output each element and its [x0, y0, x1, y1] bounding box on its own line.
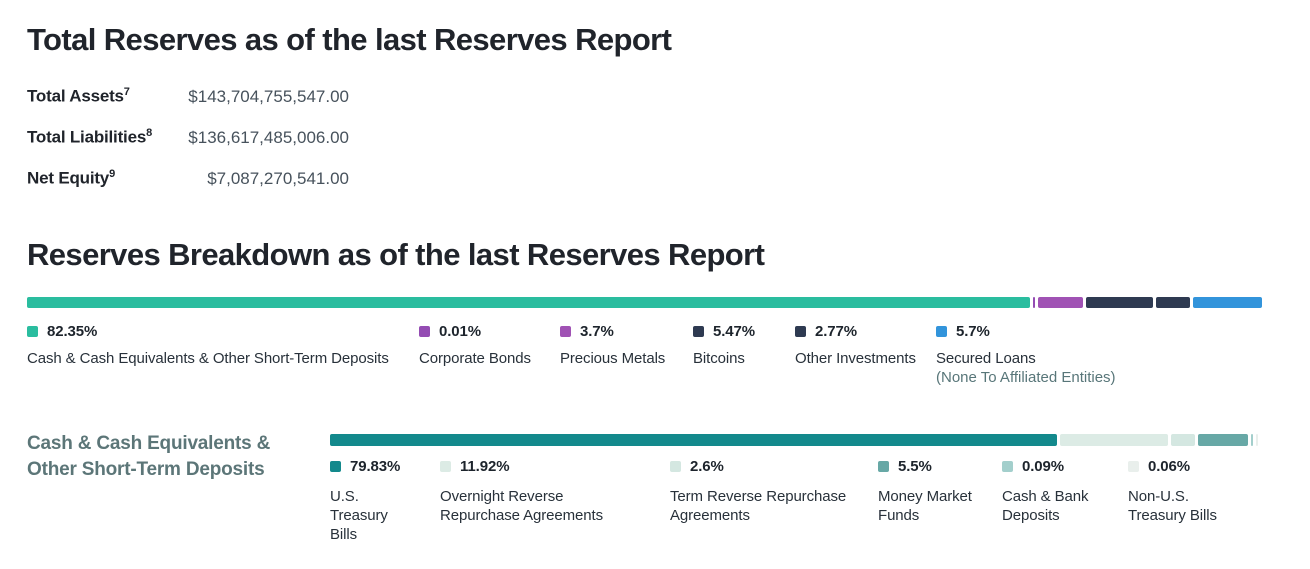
- legend-percent: 0.01%: [439, 323, 482, 340]
- legend-percent: 0.09%: [1022, 458, 1065, 475]
- table-row: Total Liabilities8 $136,617,485,006.00: [27, 127, 1310, 147]
- footnote-sup: 7: [123, 86, 130, 98]
- legend-swatch-icon: [330, 461, 341, 472]
- total-reserves-title: Total Reserves as of the last Reserves R…: [27, 22, 672, 57]
- legend-label: Bitcoins: [693, 350, 745, 367]
- legend-percent: 5.7%: [956, 323, 990, 340]
- footnote-sup: 9: [109, 168, 115, 180]
- legend-percent: 11.92%: [460, 458, 510, 475]
- total-assets-value: $143,704,755,547.00: [188, 86, 349, 106]
- reserves-breakdown-title: Reserves Breakdown as of the last Reserv…: [27, 237, 765, 272]
- legend-head: 5.5%: [878, 458, 972, 475]
- label-text: Net Equity: [27, 168, 110, 188]
- total-liabilities-label: Total Liabilities8: [27, 127, 185, 148]
- cash-equivalents-legend: 79.83% U.S. Treasury Bills 11.92% Overni…: [27, 434, 1310, 549]
- reserves-breakdown-legend: 82.35% Cash & Cash Equivalents & Other S…: [27, 323, 1310, 414]
- table-row: Net Equity9 $7,087,270,541.00: [27, 168, 1310, 188]
- footnote-sup: 8: [146, 127, 152, 139]
- legend-percent: 2.77%: [815, 323, 858, 340]
- legend-label: Corporate Bonds: [419, 350, 531, 367]
- legend-label: Term Reverse Repurchase Agreements: [670, 488, 847, 524]
- legend-label: U.S. Treasury Bills: [330, 488, 388, 543]
- legend-head: 5.7%: [936, 323, 1116, 340]
- bar-segment-other-investments: [1155, 297, 1190, 308]
- legend-item-bitcoins: 5.47% Bitcoins: [693, 323, 756, 369]
- legend-head: 2.6%: [670, 458, 846, 475]
- bar-segment-overnight-reverse-repo: [1059, 434, 1169, 446]
- legend-swatch-icon: [27, 326, 38, 337]
- legend-swatch-icon: [936, 326, 947, 337]
- legend-label: Overnight Reverse Repurchase Agreements: [440, 488, 603, 524]
- legend-swatch-icon: [1128, 461, 1139, 472]
- legend-item-corporate-bonds: 0.01% Corporate Bonds: [419, 323, 531, 369]
- cash-equivalents-bar: [330, 434, 1259, 446]
- legend-percent: 79.83%: [350, 458, 401, 475]
- bar-segment-cash-bank-deposits: [1251, 434, 1254, 446]
- legend-swatch-icon: [878, 461, 889, 472]
- legend-swatch-icon: [560, 326, 571, 337]
- legend-item-overnight-reverse-repo: 11.92% Overnight Reverse Repurchase Agre…: [440, 458, 603, 525]
- legend-head: 11.92%: [440, 458, 603, 475]
- legend-label: Money Market Funds: [878, 488, 972, 524]
- total-liabilities-value: $136,617,485,006.00: [188, 127, 349, 147]
- legend-head: 5.47%: [693, 323, 756, 340]
- legend-head: 0.06%: [1128, 458, 1217, 475]
- legend-swatch-icon: [440, 461, 451, 472]
- legend-label: Other Investments: [795, 350, 916, 367]
- legend-head: 0.09%: [1002, 458, 1088, 475]
- bar-segment-precious-metals: [1038, 297, 1084, 308]
- bar-segment-non-us-treasury-bills: [1256, 434, 1259, 446]
- legend-label: Non-U.S. Treasury Bills: [1128, 488, 1217, 524]
- legend-swatch-icon: [795, 326, 806, 337]
- bar-segment-money-market-funds: [1197, 434, 1249, 446]
- legend-item-money-market-funds: 5.5% Money Market Funds: [878, 458, 972, 525]
- legend-item-precious-metals: 3.7% Precious Metals: [560, 323, 666, 369]
- legend-label: Cash & Cash Equivalents & Other Short-Te…: [27, 350, 389, 367]
- legend-item-other-investments: 2.77% Other Investments: [795, 323, 916, 369]
- legend-percent: 82.35%: [47, 323, 98, 340]
- legend-head: 3.7%: [560, 323, 665, 340]
- cash-equivalents-row-label: Cash & Cash Equivalents & Other Short-Te…: [27, 433, 271, 480]
- legend-item-cash-bank-deposits: 0.09% Cash & Bank Deposits: [1002, 458, 1089, 525]
- legend-head: 79.83%: [330, 458, 401, 475]
- legend-percent: 5.5%: [898, 458, 932, 475]
- bar-segment-bitcoins: [1086, 297, 1153, 308]
- bar-segment-corporate-bonds: [1033, 297, 1036, 308]
- legend-swatch-icon: [1002, 461, 1013, 472]
- legend-item-non-us-treasury-bills: 0.06% Non-U.S. Treasury Bills: [1128, 458, 1217, 525]
- legend-label: Secured Loans: [936, 350, 1036, 367]
- bar-segment-secured-loans: [1192, 297, 1262, 308]
- legend-swatch-icon: [419, 326, 430, 337]
- legend-percent: 0.06%: [1148, 458, 1191, 475]
- legend-item-us-treasury-bills: 79.83% U.S. Treasury Bills: [330, 458, 401, 544]
- legend-percent: 3.7%: [580, 323, 614, 340]
- legend-swatch-icon: [693, 326, 704, 337]
- label-text: Total Liabilities: [27, 127, 147, 147]
- bar-segment-us-treasury-bills: [330, 434, 1057, 446]
- legend-sublabel: (None To Affiliated Entities): [936, 369, 1116, 386]
- legend-swatch-icon: [670, 461, 681, 472]
- legend-head: 2.77%: [795, 323, 916, 340]
- legend-item-cash-equivalents: 82.35% Cash & Cash Equivalents & Other S…: [27, 323, 389, 369]
- legend-item-secured-loans: 5.7% Secured Loans (None To Affiliated E…: [936, 323, 1116, 387]
- bar-segment-cash-equivalents: [27, 297, 1031, 308]
- totals-table: Total Assets7 $143,704,755,547.00 Total …: [27, 86, 1310, 188]
- legend-item-term-reverse-repo: 2.6% Term Reverse Repurchase Agreements: [670, 458, 847, 525]
- cash-equivalents-section: Cash & Cash Equivalents & Other Short-Te…: [27, 433, 1310, 549]
- total-assets-label: Total Assets7: [27, 86, 185, 107]
- net-equity-value: $7,087,270,541.00: [207, 168, 349, 188]
- legend-label: Cash & Bank Deposits: [1002, 488, 1089, 524]
- legend-label: Precious Metals: [560, 350, 666, 367]
- table-row: Total Assets7 $143,704,755,547.00: [27, 86, 1310, 106]
- reserves-breakdown-bar: [27, 297, 1262, 308]
- legend-percent: 2.6%: [690, 458, 724, 475]
- legend-percent: 5.47%: [713, 323, 756, 340]
- label-text: Total Assets: [27, 86, 124, 106]
- legend-head: 0.01%: [419, 323, 531, 340]
- bar-segment-term-reverse-repo: [1171, 434, 1195, 446]
- legend-head: 82.35%: [27, 323, 389, 340]
- net-equity-label: Net Equity9: [27, 168, 185, 189]
